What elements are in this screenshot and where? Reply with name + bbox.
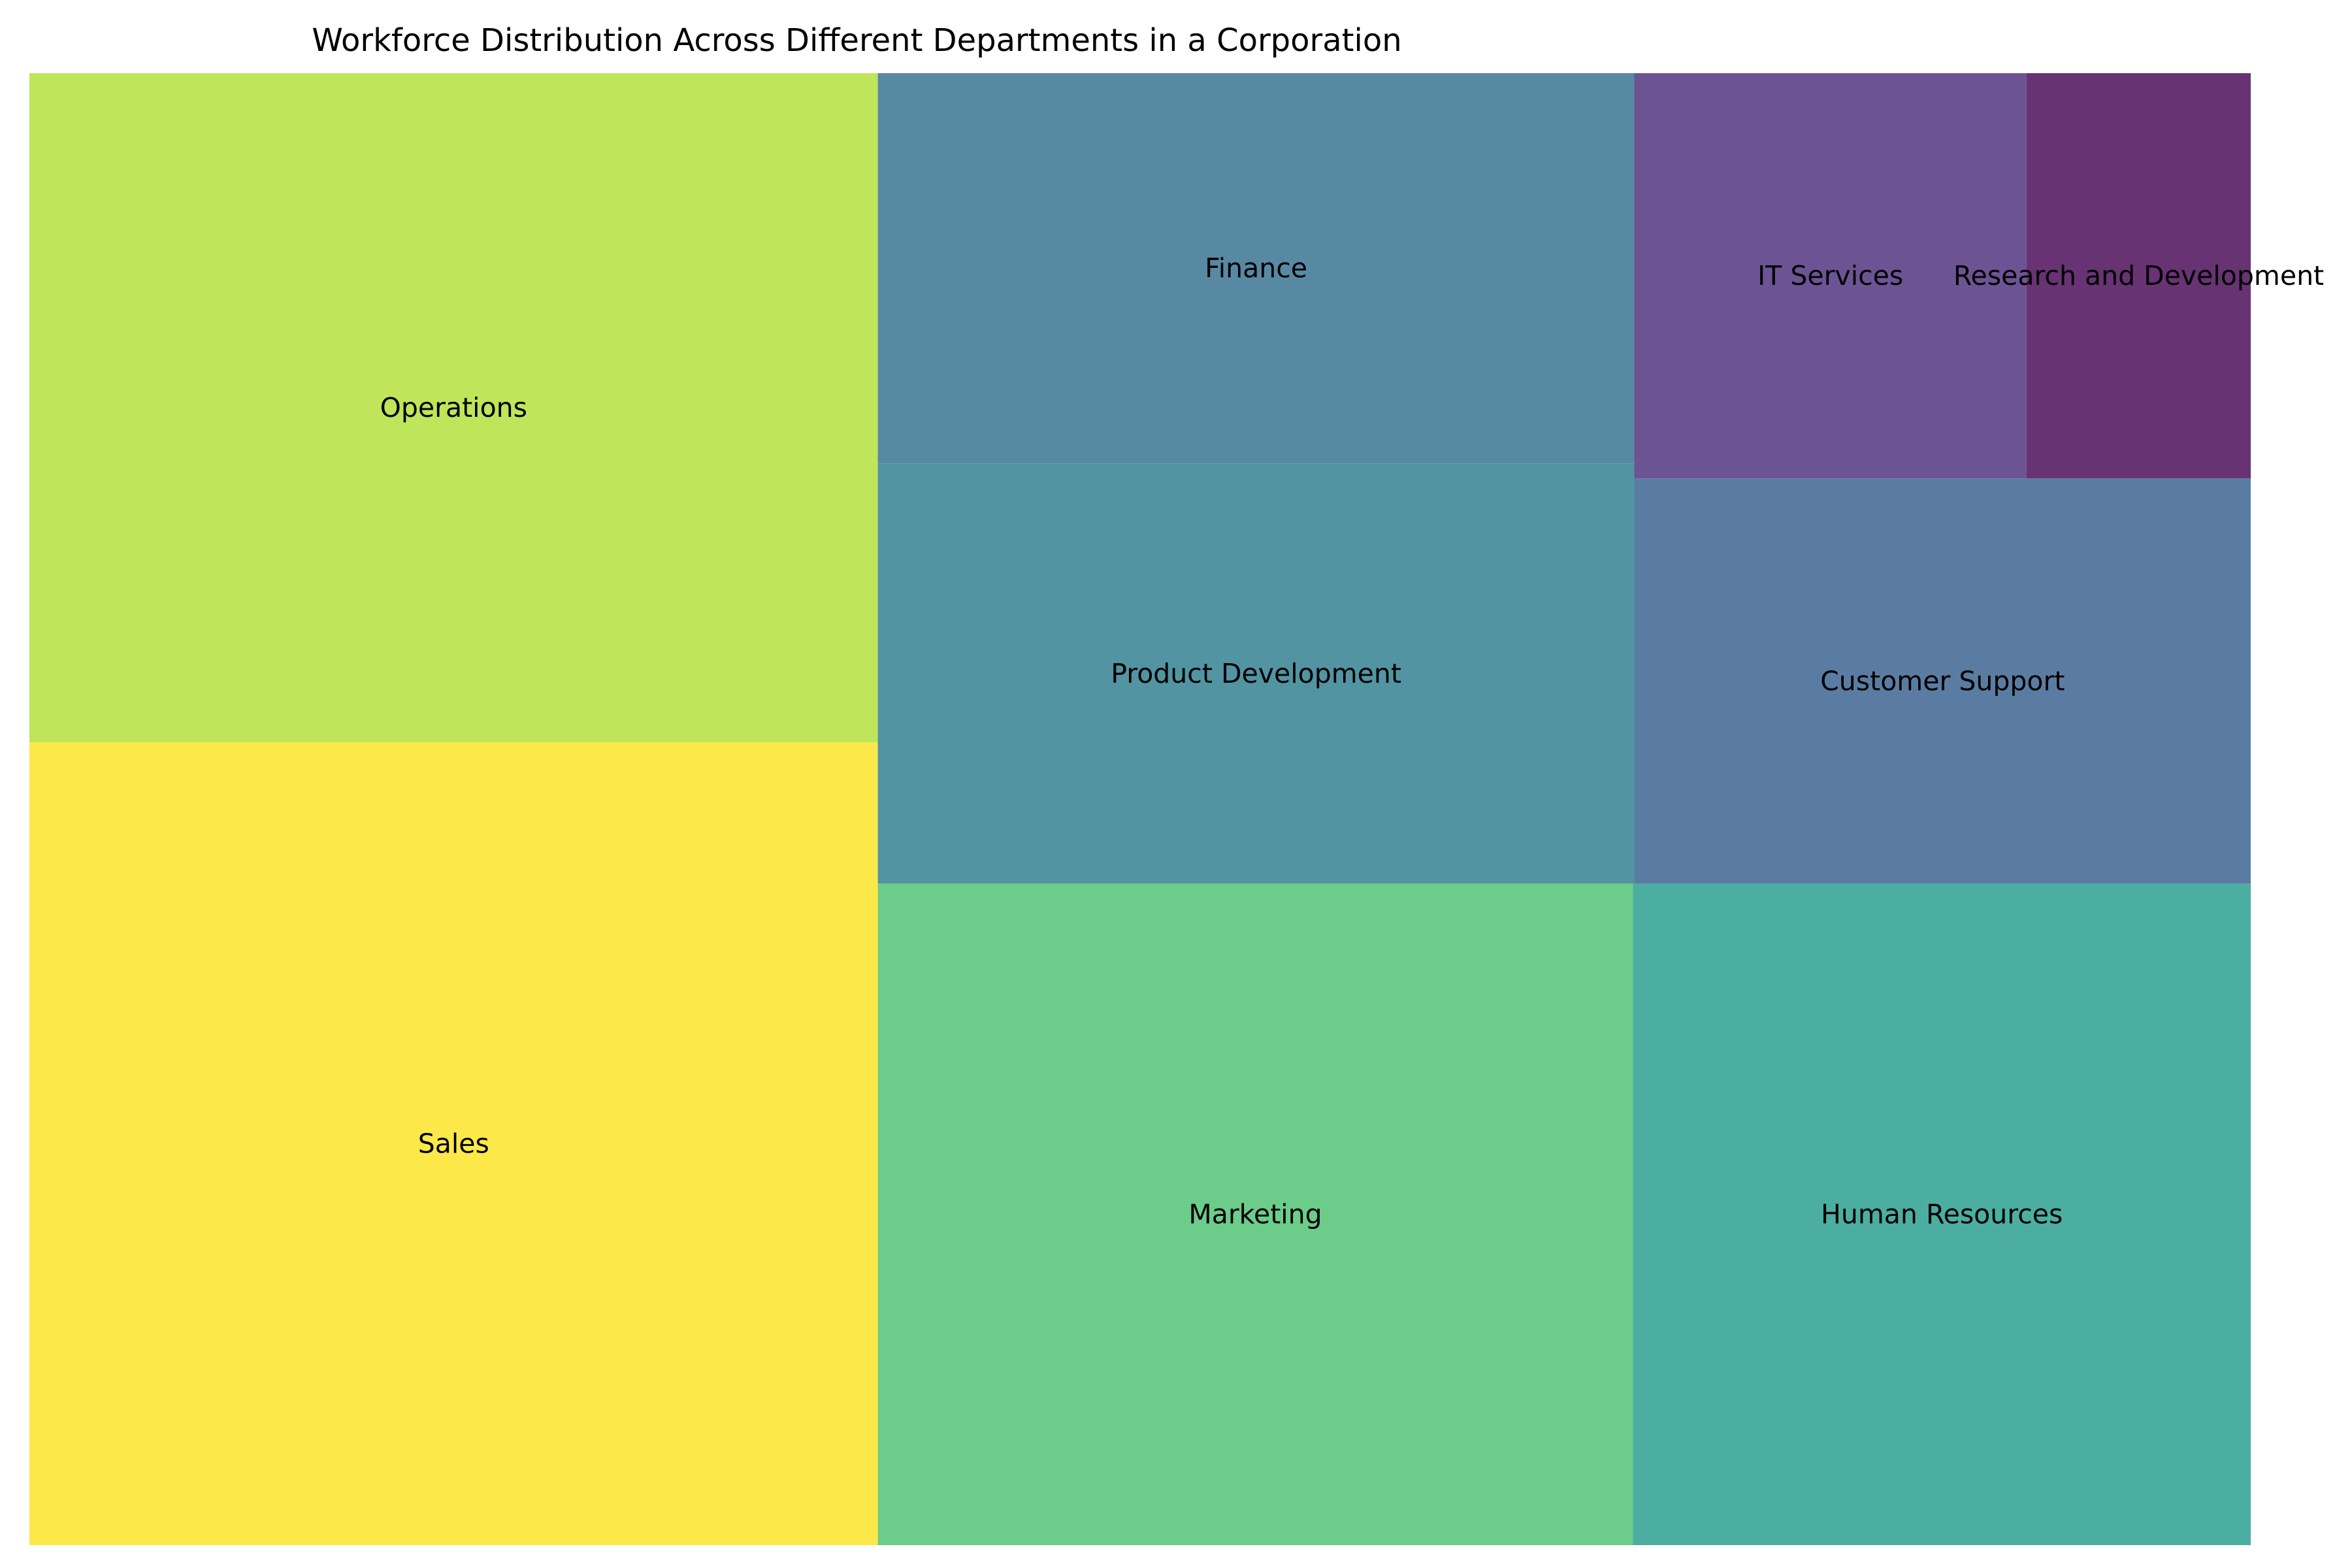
label-customer-support: Customer Support	[1820, 665, 2065, 696]
chart-title: Workforce Distribution Across Different …	[312, 22, 1402, 59]
label-marketing: Marketing	[1188, 1199, 1322, 1230]
label-it-services: IT Services	[1757, 260, 1903, 291]
cell-customer-support	[1634, 478, 2251, 884]
cell-human-resources	[1633, 883, 2251, 1545]
cell-sales	[29, 742, 878, 1545]
label-research-and-development: Research and Development	[1953, 260, 2324, 291]
label-product-development: Product Development	[1111, 658, 1401, 689]
label-finance: Finance	[1205, 253, 1307, 284]
cell-operations	[29, 73, 878, 743]
cell-it-services	[1634, 73, 2027, 479]
label-human-resources: Human Resources	[1821, 1199, 2063, 1230]
label-operations: Operations	[380, 392, 527, 423]
cell-finance	[877, 73, 1635, 464]
cell-marketing	[877, 883, 1633, 1545]
cell-research-and-development	[2026, 73, 2251, 479]
label-sales: Sales	[418, 1128, 489, 1160]
treemap-cells	[29, 73, 2251, 1545]
treemap-labels: Sales Operations Marketing Human Resources P…	[380, 253, 2325, 1230]
cell-product-development	[877, 463, 1635, 884]
